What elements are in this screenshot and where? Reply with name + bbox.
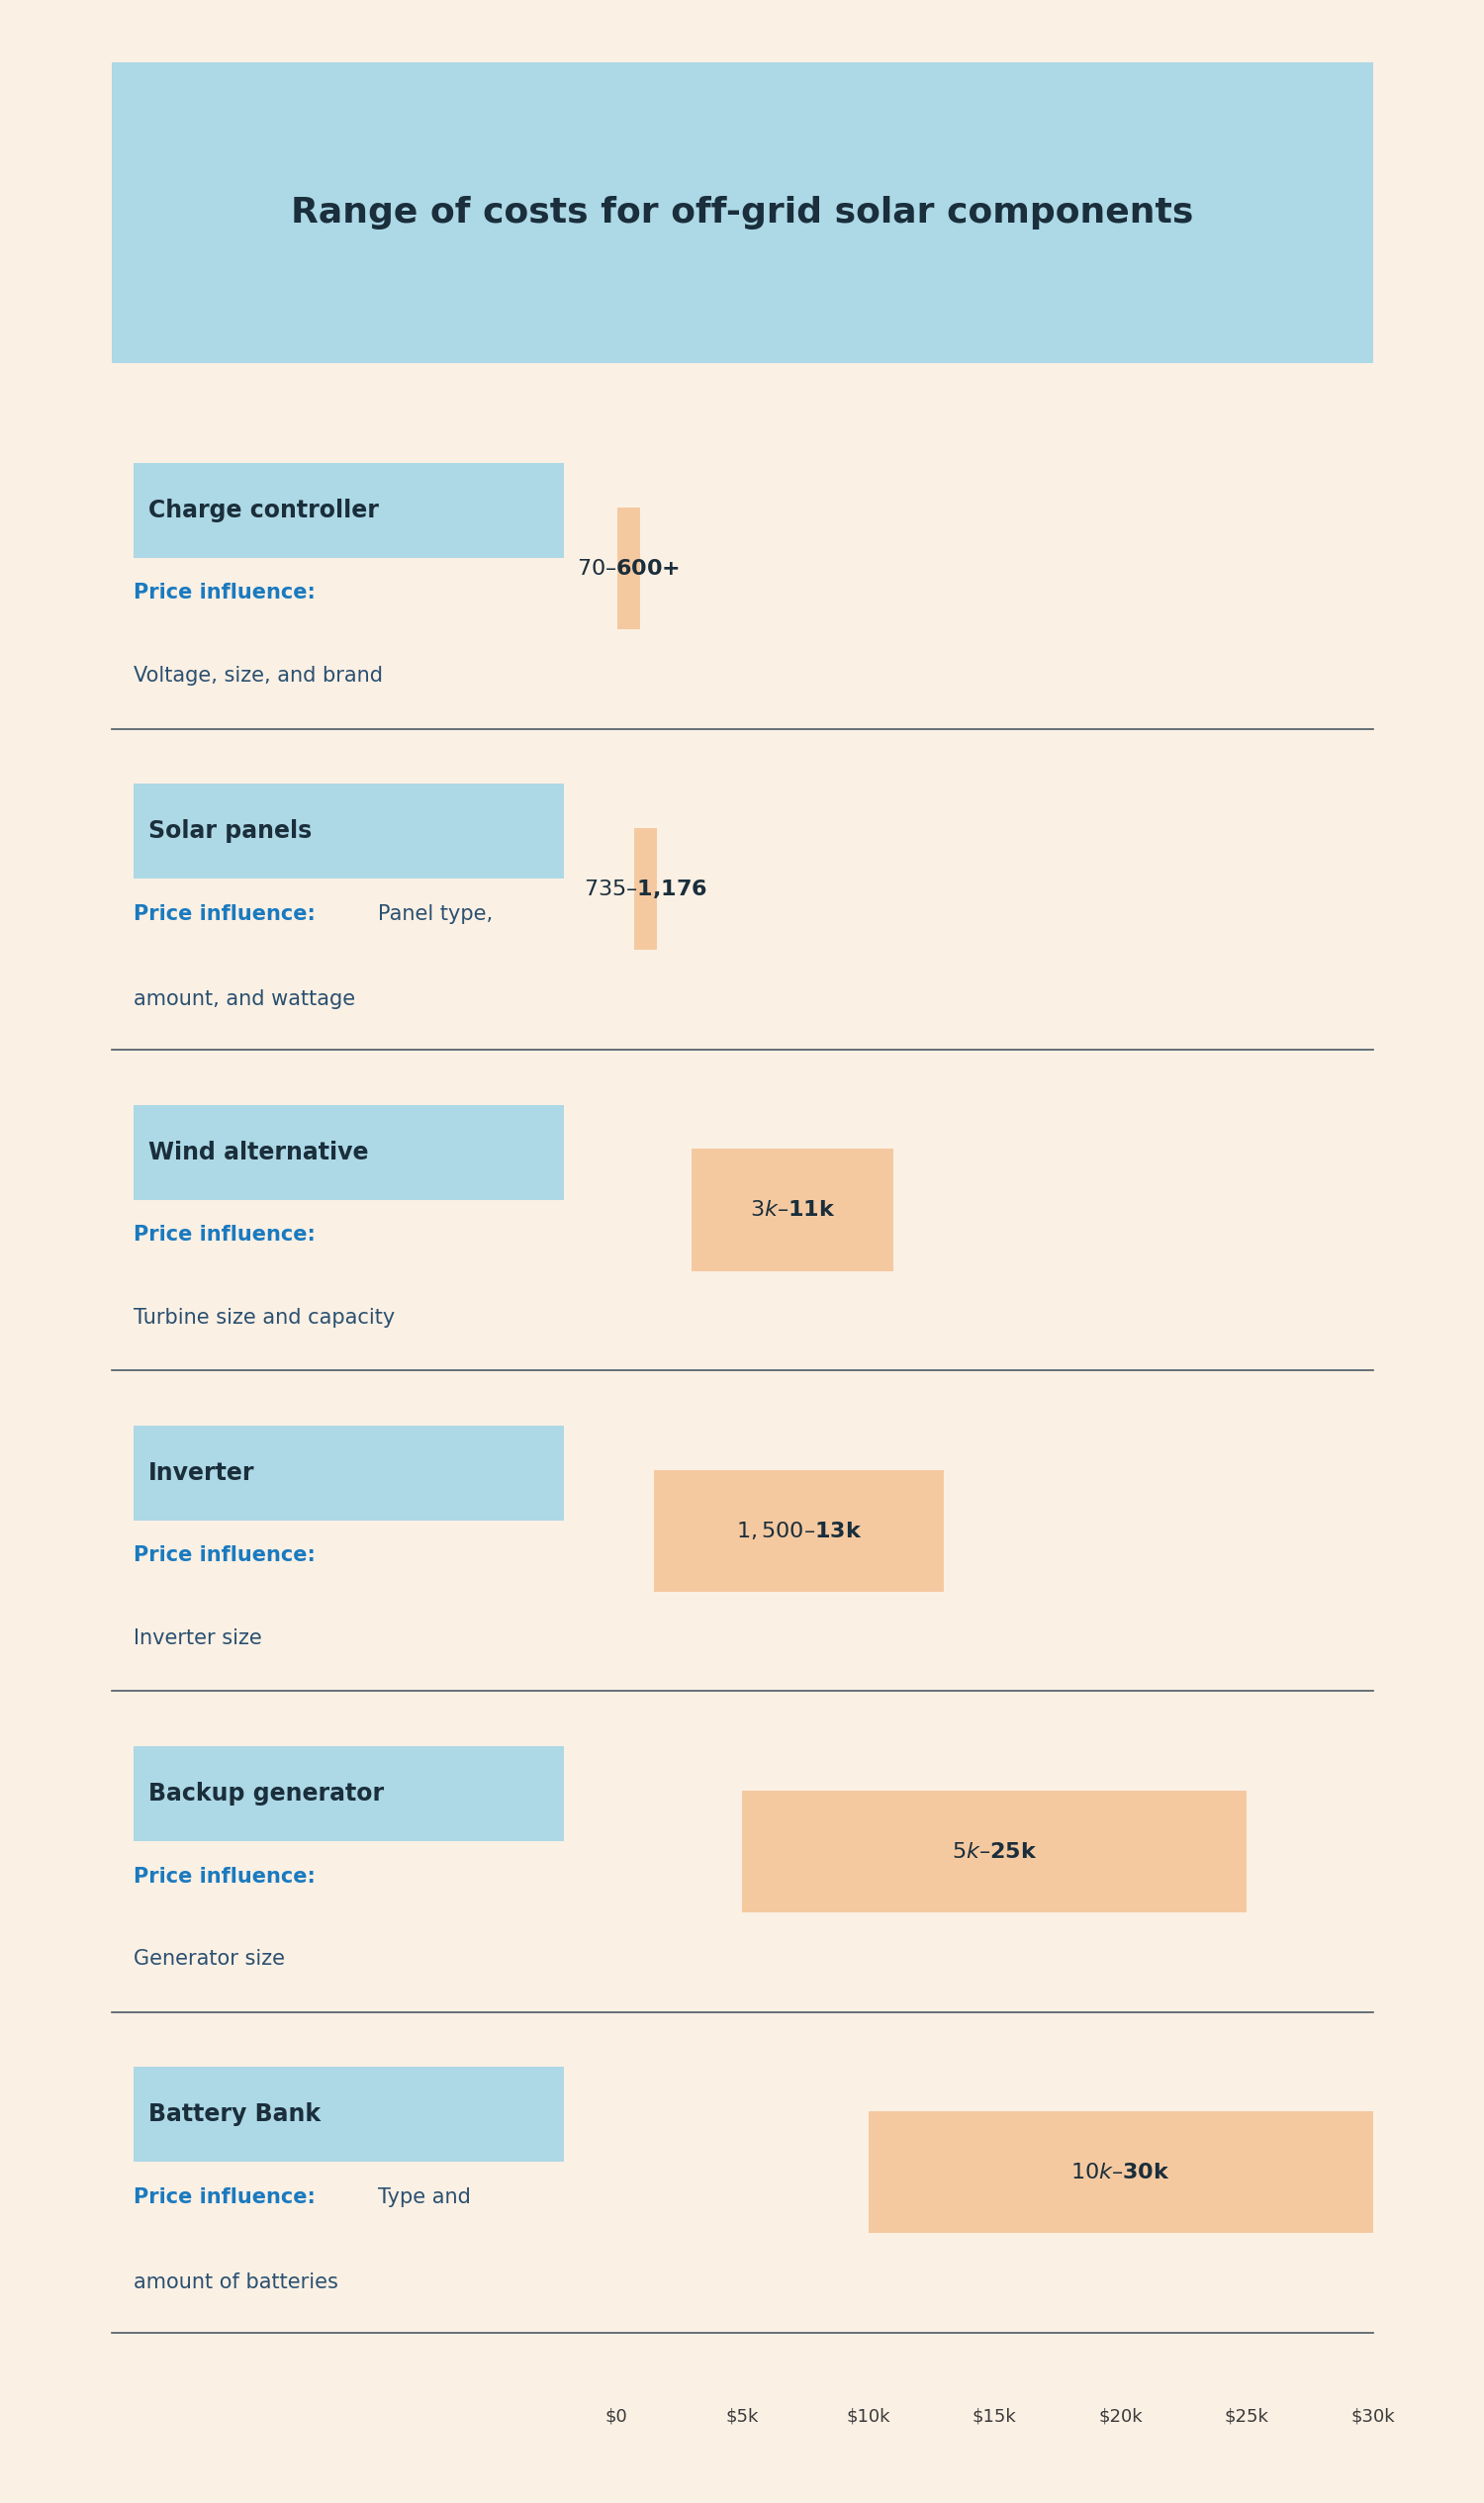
Text: $0: $0 [604,2408,628,2425]
Text: amount of batteries: amount of batteries [134,2273,338,2293]
FancyBboxPatch shape [617,508,640,628]
Text: Inverter: Inverter [148,1462,255,1484]
Text: $25k: $25k [1224,2408,1269,2425]
Text: amount, and wattage: amount, and wattage [134,989,355,1009]
FancyBboxPatch shape [134,1104,564,1199]
FancyBboxPatch shape [868,2113,1373,2233]
Text: $15k: $15k [972,2408,1017,2425]
FancyBboxPatch shape [742,1790,1247,1912]
Text: Battery Bank: Battery Bank [148,2103,321,2128]
FancyBboxPatch shape [134,1747,564,1842]
Text: $10k: $10k [846,2408,890,2425]
Text: $10k–$30k: $10k–$30k [1070,2163,1171,2183]
Text: Solar panels: Solar panels [148,818,312,844]
FancyBboxPatch shape [653,1469,944,1592]
FancyBboxPatch shape [134,1427,564,1519]
Text: Wind alternative: Wind alternative [148,1141,368,1164]
Text: $30k: $30k [1350,2408,1395,2425]
Text: $70–$600+: $70–$600+ [577,558,680,578]
Text: Type and: Type and [378,2188,472,2208]
Text: Price influence:: Price influence: [134,1544,316,1564]
Text: Generator size: Generator size [134,1950,285,1970]
Text: Inverter size: Inverter size [134,1627,261,1647]
Text: $5k–$25k: $5k–$25k [951,1842,1037,1862]
Text: Charge controller: Charge controller [148,498,378,523]
Text: Turbine size and capacity: Turbine size and capacity [134,1307,395,1327]
FancyBboxPatch shape [634,828,656,951]
FancyBboxPatch shape [111,63,1373,363]
FancyBboxPatch shape [692,1149,893,1272]
Text: Price influence:: Price influence: [134,1867,316,1887]
FancyBboxPatch shape [134,2067,564,2163]
Text: Panel type,: Panel type, [378,904,493,924]
Text: Price influence:: Price influence: [134,583,316,603]
Text: Price influence:: Price influence: [134,1224,316,1244]
Text: $735–$1,176: $735–$1,176 [583,879,708,901]
Text: Range of costs for off-grid solar components: Range of costs for off-grid solar compon… [291,195,1193,230]
FancyBboxPatch shape [134,783,564,879]
Text: Price influence:: Price influence: [134,904,322,924]
Text: $5k: $5k [726,2408,758,2425]
Text: $3k–$11k: $3k–$11k [749,1199,835,1219]
Text: $1,500–$13k: $1,500–$13k [736,1519,862,1542]
Text: Price influence:: Price influence: [134,2188,322,2208]
FancyBboxPatch shape [134,463,564,558]
Text: Backup generator: Backup generator [148,1782,384,1805]
Text: Voltage, size, and brand: Voltage, size, and brand [134,666,383,686]
Text: $20k: $20k [1098,2408,1143,2425]
